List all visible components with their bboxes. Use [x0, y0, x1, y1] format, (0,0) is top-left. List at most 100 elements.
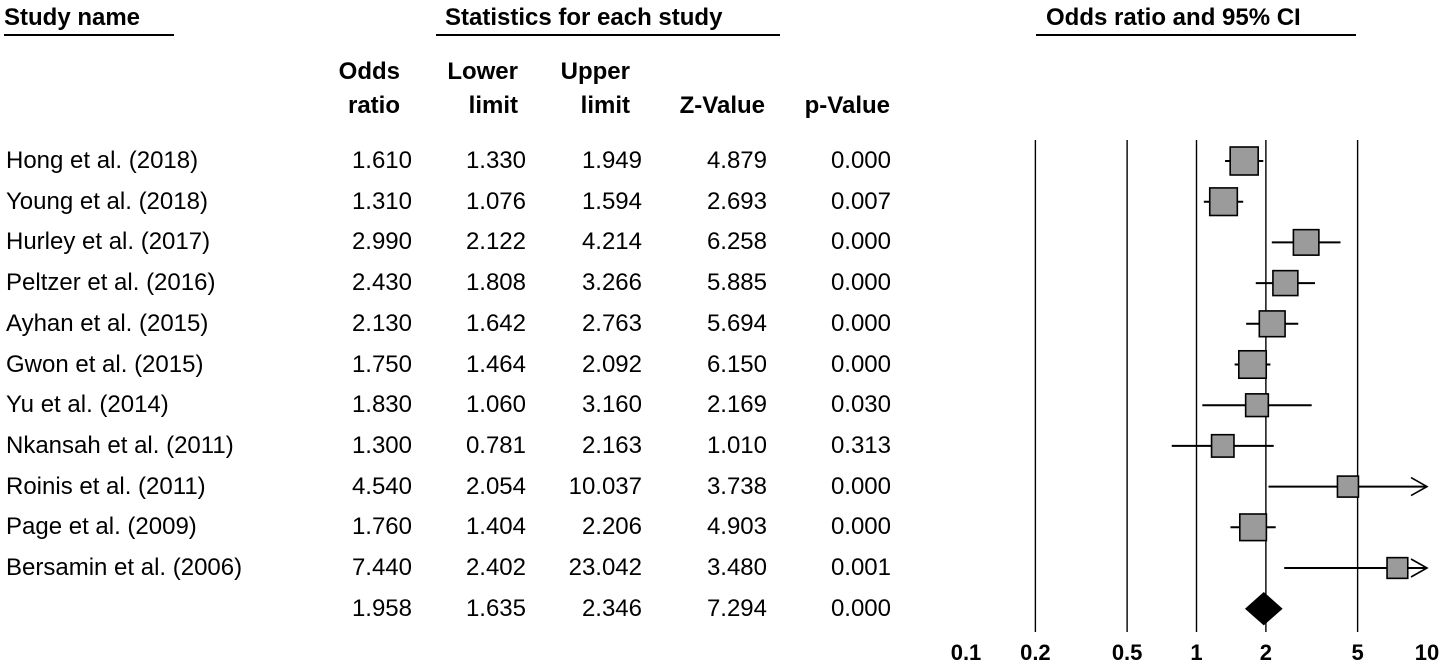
- odds-ratio-column-header: Odds ratio: [316, 55, 400, 123]
- point-estimate-box: [1238, 349, 1268, 380]
- p-value-column-header: p-Value: [804, 92, 890, 119]
- x-tick-label: 0.5: [1111, 640, 1143, 665]
- study-name: Page et al. (2009): [6, 513, 197, 541]
- z-value: 3.738: [706, 472, 767, 500]
- upper-value: 23.042: [568, 554, 642, 581]
- x-tick-label: 0.1: [950, 640, 982, 665]
- lower-limit-header-line1: Lower: [447, 58, 518, 85]
- upper-limit-header-line1: Upper: [560, 58, 630, 85]
- table-row: Yu et al. (2014) 1.830 1.060 3.160 2.169 0.03…: [0, 385, 900, 425]
- plot-header: Odds ratio and 95% CI: [1046, 4, 1301, 31]
- odds-ratio-header-line2: ratio: [347, 92, 400, 119]
- lower-value: 1.464: [465, 350, 526, 378]
- odds-ratio-header-line1: Odds: [338, 58, 400, 85]
- upper-value: 2.092: [581, 350, 642, 378]
- study-name: Peltzer et al. (2016): [6, 269, 216, 297]
- summary-diamond: [1244, 592, 1283, 626]
- x-tick-label: 5: [1351, 640, 1364, 665]
- study-name-underline: [4, 34, 174, 36]
- x-tick-label: 1: [1190, 640, 1203, 665]
- z-value: 5.885: [706, 269, 767, 297]
- point-estimate-box: [1238, 513, 1268, 542]
- lower-limit-column-header: Lower limit: [420, 55, 518, 123]
- p-value: 0.030: [830, 391, 891, 419]
- upper-limit-column-header: Upper limit: [536, 55, 630, 123]
- study-name: Hong et al. (2018): [6, 147, 199, 174]
- table-row: Roinis et al. (2011) 4.540 2.054 10.037 3.73…: [0, 467, 900, 507]
- upper-value: 2.763: [581, 309, 642, 337]
- upper-value: 3.266: [581, 269, 642, 297]
- study-name: Hurley et al. (2017): [6, 228, 211, 256]
- z-value: 2.169: [706, 391, 767, 419]
- z-value: 1.010: [706, 431, 767, 459]
- table-row: Young et al. (2018) 1.310 1.076 1.594 2.693 0…: [0, 182, 900, 222]
- or-value: 1.830: [351, 391, 412, 419]
- table-row: Page et al. (2009) 1.760 1.404 2.206 4.903 0.…: [0, 507, 900, 547]
- p-value: 0.313: [830, 431, 891, 459]
- table-row: Peltzer et al. (2016) 2.430 1.808 3.266 5.88…: [0, 263, 900, 303]
- or-value: 1.750: [351, 350, 412, 378]
- z-value: 5.694: [706, 309, 767, 337]
- lower-value: 1.635: [465, 594, 526, 622]
- z-value: 4.903: [706, 513, 767, 541]
- x-tick-label: 2: [1259, 640, 1272, 665]
- point-estimate-box: [1292, 228, 1320, 256]
- study-name: Young et al. (2018): [6, 187, 208, 215]
- lower-value: 2.402: [465, 554, 526, 581]
- p-value: 0.000: [830, 350, 891, 378]
- summary-row: 1.958 1.635 2.346 7.294 0.000: [0, 589, 900, 629]
- point-estimate-box: [1336, 475, 1360, 498]
- upper-value: 2.206: [581, 513, 642, 541]
- upper-limit-header-line2: limit: [580, 92, 630, 119]
- upper-value: 1.594: [581, 187, 642, 215]
- or-value: 7.440: [351, 554, 412, 581]
- z-value-column-header: Z-Value: [679, 92, 765, 119]
- point-estimate-box: [1229, 146, 1259, 176]
- statistics-underline: [436, 34, 780, 36]
- upper-value: 2.163: [581, 431, 642, 459]
- point-estimate-box: [1208, 187, 1239, 217]
- upper-value: 1.949: [581, 147, 642, 174]
- study-name: Bersamin et al. (2006): [6, 554, 243, 581]
- point-estimate-box: [1258, 310, 1286, 338]
- or-value: 2.130: [351, 309, 412, 337]
- lower-value: 1.060: [465, 391, 526, 419]
- lower-value: 1.642: [465, 309, 526, 337]
- upper-value: 10.037: [568, 472, 642, 500]
- p-value: 0.000: [830, 309, 891, 337]
- study-name: Yu et al. (2014): [6, 391, 169, 419]
- table-row: Bersamin et al. (2006) 7.440 2.402 23.042 3.…: [0, 548, 900, 588]
- point-estimate-box: [1210, 433, 1235, 458]
- p-value: 0.000: [830, 594, 891, 622]
- p-value: 0.007: [830, 187, 891, 215]
- z-value: 6.258: [706, 228, 767, 256]
- z-value: 3.480: [706, 554, 767, 581]
- study-name: Gwon et al. (2015): [6, 350, 204, 378]
- or-value: 1.760: [351, 513, 412, 541]
- lower-value: 1.404: [465, 513, 526, 541]
- upper-value: 2.346: [581, 594, 642, 622]
- study-name-header: Study name: [4, 4, 141, 31]
- lower-value: 1.808: [465, 269, 526, 297]
- or-value: 1.310: [351, 187, 412, 215]
- lower-value: 2.122: [465, 228, 526, 256]
- z-value: 7.294: [706, 594, 767, 622]
- or-value: 4.540: [351, 472, 412, 500]
- plot-underline: [1036, 34, 1356, 36]
- table-row: Gwon et al. (2015) 1.750 1.464 2.092 6.150 0.…: [0, 345, 900, 385]
- or-value: 1.300: [351, 431, 412, 459]
- point-estimate-box: [1272, 269, 1299, 297]
- lower-value: 0.781: [465, 431, 526, 459]
- table-row: Ayhan et al. (2015) 2.130 1.642 2.763 5.694 0…: [0, 304, 900, 344]
- study-name: Roinis et al. (2011): [6, 472, 206, 500]
- table-row: Nkansah et al. (2011) 1.300 0.781 2.163 1.01…: [0, 426, 900, 466]
- table-row: Hong et al. (2018) 1.610 1.330 1.949 4.879 0.…: [0, 141, 900, 181]
- lower-value: 1.330: [465, 147, 526, 174]
- statistics-header: Statistics for each study: [445, 4, 723, 31]
- z-value: 4.879: [706, 147, 767, 174]
- upper-value: 4.214: [581, 228, 642, 256]
- z-value: 2.693: [706, 187, 767, 215]
- p-value: 0.000: [830, 147, 891, 174]
- ci-arrow: [1410, 558, 1429, 578]
